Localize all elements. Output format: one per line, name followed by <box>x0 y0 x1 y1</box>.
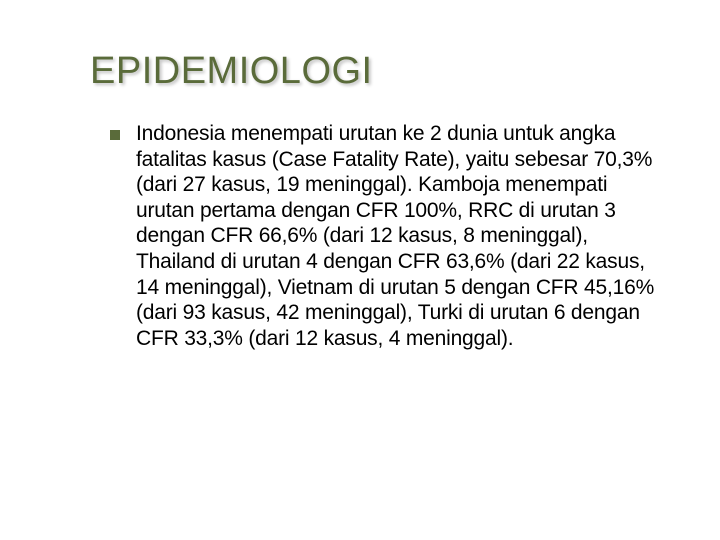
body-row: Indonesia menempati urutan ke 2 dunia un… <box>90 121 660 351</box>
slide-title: EPIDEMIOLOGI <box>90 50 660 93</box>
slide-container: EPIDEMIOLOGI Indonesia menempati urutan … <box>0 0 720 540</box>
slide-body-text: Indonesia menempati urutan ke 2 dunia un… <box>136 121 660 351</box>
square-bullet-icon <box>110 130 120 140</box>
